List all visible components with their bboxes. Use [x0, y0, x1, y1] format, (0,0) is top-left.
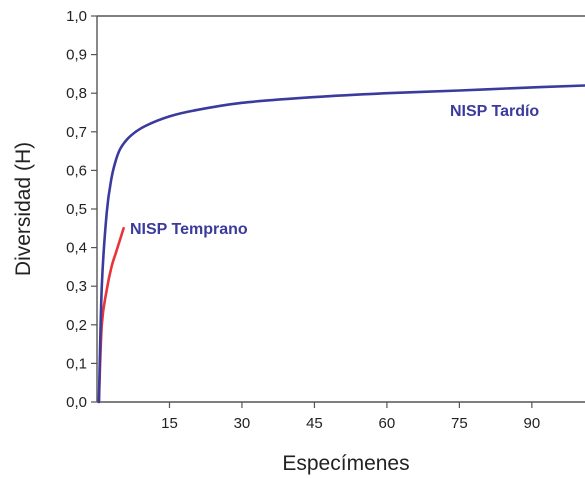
- y-tick-label: 0,9: [66, 47, 87, 64]
- y-tick-label: 0,1: [66, 355, 87, 372]
- x-axis-title: Especímenes: [282, 452, 409, 475]
- x-tick-label: 75: [451, 415, 468, 432]
- x-tick-label: 45: [306, 415, 323, 432]
- series-label-temprano: NISP Temprano: [130, 221, 248, 238]
- x-tick-label: 15: [161, 415, 178, 432]
- y-tick-label: 0,3: [66, 278, 87, 295]
- x-tick-label: 30: [234, 415, 251, 432]
- y-tick-label: 1,0: [66, 8, 87, 25]
- y-tick-label: 0,0: [66, 394, 87, 411]
- plot-frame: [96, 15, 585, 403]
- y-tick-label: 0,4: [66, 240, 87, 257]
- y-tick-label: 0,6: [66, 162, 87, 179]
- y-tick-label: 0,2: [66, 317, 87, 334]
- y-tick-label: 0,5: [66, 201, 87, 218]
- x-tick-label: 60: [379, 415, 396, 432]
- y-axis-title: Diversidad (H): [12, 142, 35, 276]
- y-tick-label: 0,8: [66, 85, 87, 102]
- y-axis-ticks: 0,0 0,1 0,2 0,3 0,4 0,5 0,6 0,7 0,8 0,9 1,0: [66, 8, 97, 411]
- series-label-tardio: NISP Tardío: [450, 103, 539, 120]
- series-layer: [97, 84, 585, 404]
- series-line-tardio: [97, 84, 585, 404]
- x-axis-ticks: 15 30 45 60 75 90: [161, 402, 540, 432]
- y-tick-label: 0,7: [66, 124, 87, 141]
- x-tick-label: 90: [524, 415, 541, 432]
